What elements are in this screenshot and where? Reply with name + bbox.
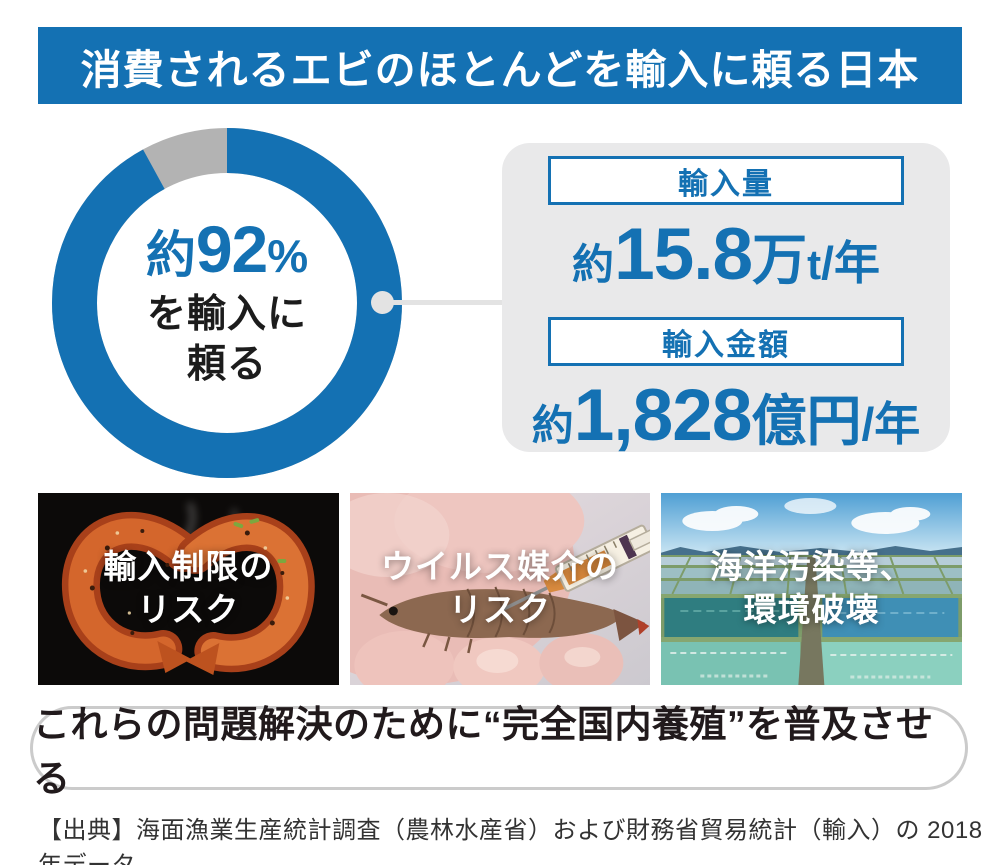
import-amount-label-text: 輸入金額	[662, 328, 790, 362]
donut-caption-line2: 頼る	[186, 343, 267, 387]
light-speckles	[83, 531, 290, 615]
grilled-shrimp-heart-image	[38, 493, 339, 685]
shrimp-body	[360, 586, 650, 654]
clouds	[682, 498, 931, 534]
donut-percent-number: 92	[195, 212, 268, 286]
page-title: 消費されるエビのほとんどを輸入に頼る日本	[80, 46, 920, 93]
import-volume-label-text: 輸入量	[678, 167, 774, 201]
donut-percent: 約92%	[77, 212, 377, 286]
import-stats-panel: 輸入量 約 15.8 万 t/年 輸入金額 約 1,828 億円/年	[502, 143, 950, 456]
connector-line	[382, 300, 503, 305]
risk3-line2: 環境破壊	[743, 591, 880, 628]
risk2-line1: ウイルス媒介の	[381, 548, 619, 586]
spice-speckles	[89, 529, 285, 635]
aerial-shrimp-farm-ponds-image	[661, 493, 963, 685]
volume-unit-small: t	[807, 241, 822, 288]
donut-percent-sign: %	[267, 230, 309, 282]
mid-ponds	[664, 598, 959, 637]
shrimp-syringe-injection-image	[349, 493, 651, 685]
distant-hills	[661, 546, 963, 557]
right-shrimp	[176, 513, 315, 675]
connector-dot	[371, 291, 394, 314]
amount-unit-big: 億円	[751, 390, 862, 452]
volume-unit-big: 万	[752, 229, 808, 291]
source-note: 【出典】海面漁業生産統計調査（農林水産省）および財務省貿易統計（輸入）の 201…	[38, 817, 983, 865]
import-amount-value: 約 1,828 億円/年	[502, 374, 950, 457]
risk-card-pollution: 海洋汚染等、 環境破壊	[661, 493, 963, 685]
donut-percent-approx: 約	[145, 227, 196, 283]
risk-card-import-restriction: 輸入制限の リスク	[38, 493, 339, 685]
donut-center-label: 約92% を輸入に 頼る	[77, 212, 377, 390]
import-volume-value: 約 15.8 万 t/年	[502, 213, 950, 296]
amount-number: 1,828	[573, 375, 753, 456]
volume-number: 15.8	[614, 214, 753, 295]
center-road	[798, 557, 825, 685]
risk2-line2: リスク	[449, 591, 551, 628]
herb-garnish	[233, 518, 287, 563]
amount-approx: 約	[531, 402, 574, 449]
conclusion-text: これらの問題解決のために“完全国内養殖”を普及させる	[33, 704, 934, 799]
risk1-line2: リスク	[137, 591, 240, 628]
donut-caption-line1: を輸入に	[146, 293, 307, 337]
near-ponds	[661, 642, 963, 685]
import-amount-label: 輸入金額	[548, 317, 904, 366]
donut-caption: を輸入に 頼る	[77, 290, 377, 390]
volume-per-year: /年	[821, 237, 880, 289]
left-shrimp	[62, 511, 203, 673]
risk-caption-import-restriction: 輸入制限の リスク	[38, 493, 339, 685]
amount-per-year: /年	[861, 398, 921, 450]
risk1-line1: 輸入制限の	[103, 548, 274, 586]
risk-caption-pollution: 海洋汚染等、 環境破壊	[661, 493, 962, 685]
risk-images-row: 輸入制限の リスク	[38, 493, 963, 685]
syringe	[500, 523, 651, 612]
conclusion-banner: これらの問題解決のために“完全国内養殖”を普及させる	[30, 704, 968, 799]
import-volume-label: 輸入量	[548, 156, 904, 205]
volume-approx: 約	[572, 241, 615, 288]
risk-card-virus: ウイルス媒介の リスク	[349, 493, 651, 685]
risk3-line1: 海洋汚染等、	[709, 548, 914, 586]
risk-caption-virus: ウイルス媒介の リスク	[350, 493, 651, 685]
header-banner: 消費されるエビのほとんどを輸入に頼る日本	[38, 27, 962, 104]
